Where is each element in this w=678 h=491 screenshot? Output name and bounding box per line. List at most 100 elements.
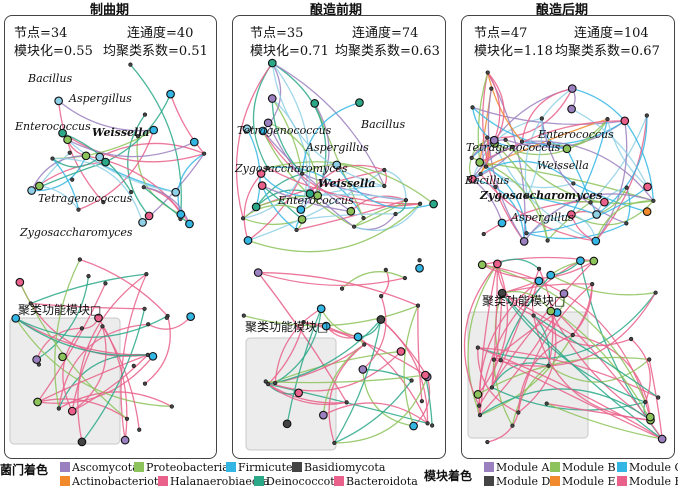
network-edge (630, 338, 651, 403)
network-edge (595, 200, 654, 242)
panel-3-genus-label: Tetragenococcus (466, 141, 561, 154)
network-edge (546, 402, 663, 440)
network-node (265, 165, 270, 170)
network-node (149, 125, 159, 135)
network-node (32, 355, 42, 364)
network-node (185, 219, 194, 229)
network-edge (471, 146, 513, 180)
network-edge (136, 136, 182, 215)
network-edge (317, 193, 407, 201)
network-edge (15, 317, 172, 408)
network-edge (533, 314, 659, 398)
network-node (148, 351, 158, 361)
network-edge (526, 118, 543, 197)
network-node (559, 289, 569, 298)
network-node (430, 423, 435, 428)
network-edge (477, 347, 519, 414)
network-node (50, 156, 55, 161)
panel-2-genus-label: Bacillus (361, 118, 406, 131)
network-edge (482, 264, 646, 403)
network-edge (67, 139, 195, 158)
panel-1-nodes: 节点=34 (14, 26, 68, 41)
network-node (100, 324, 105, 329)
network-edge (99, 142, 205, 158)
network-node (103, 281, 108, 286)
network-edge (512, 142, 568, 150)
network-node (332, 440, 337, 446)
panel-3-nodes: 节点=47 (474, 26, 528, 41)
network-edge (471, 139, 506, 159)
network-edge (30, 273, 147, 305)
network-node (294, 388, 304, 398)
panel-2-connectivity: 连通度=74 (352, 26, 419, 41)
network-node (498, 358, 503, 363)
network-node (70, 177, 75, 182)
network-edge (274, 308, 322, 384)
network-node (319, 410, 328, 420)
panel-3-modularity: 模块化=1.18 (474, 44, 553, 59)
network-node (266, 382, 271, 387)
panel-3-title: 酿造后期 (536, 3, 589, 18)
network-edge (362, 295, 387, 370)
module-legend-item: Module E (550, 475, 616, 488)
network-node (94, 313, 103, 323)
panel-2-modularity: 模块化=0.71 (250, 44, 329, 59)
network-node (316, 304, 326, 314)
network-edge (258, 271, 419, 307)
network-node (189, 137, 199, 147)
network-node (493, 259, 502, 269)
network-node (485, 70, 490, 75)
network-node (415, 263, 424, 273)
network-node (545, 238, 550, 243)
network-edge (71, 326, 107, 412)
network-node (409, 378, 414, 383)
network-node (402, 275, 408, 281)
network-node (101, 200, 106, 205)
network-edge (58, 100, 104, 203)
network-edge (524, 88, 573, 197)
network-edge (271, 98, 303, 175)
network-node (429, 199, 438, 209)
network-node (258, 126, 268, 136)
network-node (485, 439, 490, 445)
network-edge (480, 173, 596, 242)
network-edge (257, 271, 406, 286)
network-edge (341, 271, 406, 290)
network-node (273, 380, 278, 386)
network-node (101, 157, 110, 167)
network-node (35, 181, 44, 191)
network-node (489, 385, 494, 390)
network-node (477, 403, 482, 408)
network-edge (472, 106, 567, 150)
network-node (644, 113, 649, 118)
network-node (58, 352, 67, 362)
network-edge (267, 122, 355, 228)
network-edge (62, 132, 205, 163)
panel-1-genus-label: Zygosaccharomyces (20, 226, 133, 239)
network-edge (262, 130, 355, 228)
legend-label: Module E (562, 475, 616, 488)
network-node (135, 134, 141, 139)
network-edge (334, 376, 428, 444)
panel-3-genus-label: Bacillus (465, 174, 510, 187)
network-node (417, 258, 422, 263)
module-legend-title: 模块着色 (424, 469, 473, 483)
network-node (332, 160, 342, 170)
legend-label: Proteobacteria (146, 461, 229, 474)
network-edge (36, 327, 82, 360)
network-node (524, 231, 529, 236)
network-edge (648, 359, 663, 440)
network-edge (36, 276, 90, 361)
panel-2-genus-label: Enterococcus (278, 194, 354, 207)
network-node (588, 200, 593, 205)
network-node (296, 205, 306, 214)
panel-3-cluster-label: 聚类功能模块□ (482, 294, 566, 308)
network-edge (143, 186, 191, 225)
network-edge (267, 383, 347, 404)
panel-2-genus-label: Zygosaccharomyces (235, 162, 348, 175)
network-edge (246, 128, 261, 208)
network-edge (247, 203, 421, 253)
network-edge (271, 98, 303, 174)
network-edge (235, 62, 273, 219)
